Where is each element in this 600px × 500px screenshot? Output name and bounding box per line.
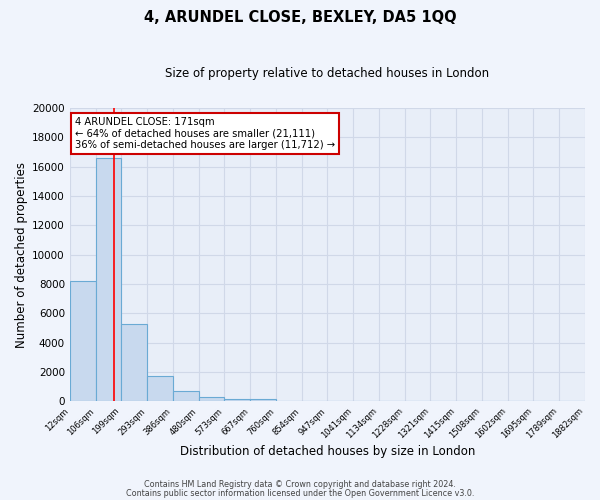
Bar <box>250 399 276 402</box>
Bar <box>173 391 199 402</box>
Text: 4, ARUNDEL CLOSE, BEXLEY, DA5 1QQ: 4, ARUNDEL CLOSE, BEXLEY, DA5 1QQ <box>143 10 457 25</box>
Bar <box>199 398 224 402</box>
Text: Contains HM Land Registry data © Crown copyright and database right 2024.: Contains HM Land Registry data © Crown c… <box>144 480 456 489</box>
Title: Size of property relative to detached houses in London: Size of property relative to detached ho… <box>166 68 490 80</box>
Text: 4 ARUNDEL CLOSE: 171sqm
← 64% of detached houses are smaller (21,111)
36% of sem: 4 ARUNDEL CLOSE: 171sqm ← 64% of detache… <box>75 117 335 150</box>
Y-axis label: Number of detached properties: Number of detached properties <box>15 162 28 348</box>
Bar <box>147 376 173 402</box>
Bar <box>121 324 147 402</box>
Bar <box>70 281 95 402</box>
Bar <box>224 399 250 402</box>
X-axis label: Distribution of detached houses by size in London: Distribution of detached houses by size … <box>180 444 475 458</box>
Bar <box>95 158 121 402</box>
Text: Contains public sector information licensed under the Open Government Licence v3: Contains public sector information licen… <box>126 488 474 498</box>
